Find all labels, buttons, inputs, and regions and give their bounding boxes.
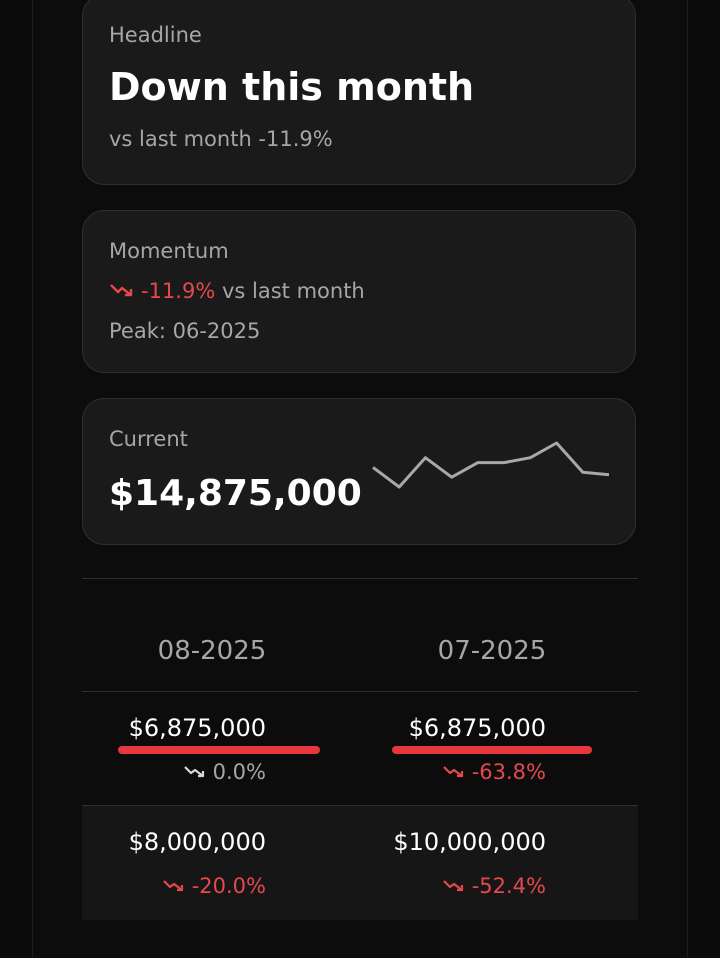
row1-col1-change: 0.0% [16, 760, 266, 784]
momentum-change-value: -11.9% [141, 279, 216, 303]
momentum-peak: Peak: 06-2025 [109, 319, 261, 343]
momentum-card: Momentum -11.9% vs last month Peak: 06-2… [82, 210, 636, 373]
trend-down-icon [162, 874, 186, 898]
column-header-07-2025: 07-2025 [437, 636, 547, 666]
row1-col2-change-text: -63.8% [471, 760, 546, 784]
table-top-divider [82, 578, 638, 579]
table-row [82, 806, 638, 920]
row2-col1-value: $8,000,000 [128, 828, 266, 856]
trend-down-icon [183, 760, 207, 784]
row1-col2-value: $6,875,000 [408, 714, 546, 742]
momentum-change-suffix: vs last month [221, 279, 365, 303]
row2-col1-change: -20.0% [16, 874, 266, 898]
header-divider [82, 691, 638, 692]
row1-col1-change-text: 0.0% [212, 760, 266, 784]
row2-col2-change: -52.4% [296, 874, 546, 898]
row1-col1-highlight [118, 746, 320, 754]
row1-col2-highlight [392, 746, 592, 754]
row2-col1-change-text: -20.0% [191, 874, 266, 898]
momentum-change-line: -11.9% vs last month [109, 279, 365, 303]
sparkline-line [372, 441, 610, 489]
row2-col2-value: $10,000,000 [393, 828, 546, 856]
trend-down-icon [442, 760, 466, 784]
row2-col2-change-text: -52.4% [471, 874, 546, 898]
current-sparkline [372, 441, 610, 489]
current-value: $14,875,000 [109, 473, 362, 514]
momentum-eyebrow: Momentum [109, 239, 229, 263]
row-divider [82, 805, 638, 806]
headline-subtitle: vs last month -11.9% [109, 127, 333, 151]
current-eyebrow: Current [109, 427, 188, 451]
row1-col2-change: -63.8% [296, 760, 546, 784]
row1-col1-value: $6,875,000 [128, 714, 266, 742]
headline-card: Headline Down this month vs last month -… [82, 0, 636, 185]
trend-down-icon [442, 874, 466, 898]
current-card: Current $14,875,000 [82, 398, 636, 545]
headline-title: Down this month [109, 65, 475, 109]
trend-down-icon [109, 279, 135, 303]
headline-eyebrow: Headline [109, 23, 202, 47]
column-header-08-2025: 08-2025 [157, 636, 267, 666]
